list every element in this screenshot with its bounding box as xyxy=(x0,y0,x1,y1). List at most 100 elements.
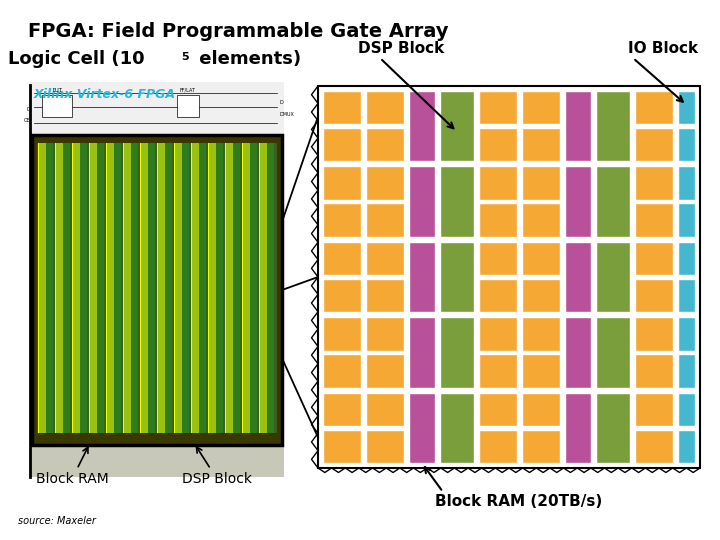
Bar xyxy=(140,143,141,433)
Bar xyxy=(678,430,696,463)
Bar xyxy=(678,128,696,161)
Bar xyxy=(366,317,404,350)
Bar xyxy=(148,143,156,433)
Bar xyxy=(323,91,361,124)
Bar xyxy=(42,95,72,117)
Bar xyxy=(564,242,591,312)
Bar xyxy=(140,143,148,433)
Bar xyxy=(479,317,517,350)
Bar xyxy=(408,317,435,388)
Text: Xilinx Virtex-6 FPGA: Xilinx Virtex-6 FPGA xyxy=(34,88,176,101)
Bar xyxy=(635,279,673,312)
Bar xyxy=(181,143,189,433)
Bar xyxy=(130,143,138,433)
Bar xyxy=(678,166,696,200)
Bar xyxy=(38,143,40,433)
Bar xyxy=(522,354,560,388)
Bar xyxy=(522,279,560,312)
Bar xyxy=(30,447,284,477)
Bar xyxy=(323,430,361,463)
Bar xyxy=(323,279,361,312)
Bar xyxy=(225,143,226,433)
Text: source: Maxeler: source: Maxeler xyxy=(18,516,96,526)
Bar xyxy=(89,143,91,433)
Bar xyxy=(191,143,199,433)
Bar xyxy=(678,354,696,388)
Bar xyxy=(366,279,404,312)
Bar xyxy=(635,430,673,463)
Bar xyxy=(96,143,104,433)
Bar xyxy=(366,354,404,388)
Text: FPGA: Field Programmable Gate Array: FPGA: Field Programmable Gate Array xyxy=(28,22,449,41)
Bar xyxy=(323,166,361,200)
Text: DSP Block: DSP Block xyxy=(358,41,444,56)
Text: CE: CE xyxy=(24,118,30,123)
Text: IO Block: IO Block xyxy=(628,41,698,56)
Bar xyxy=(596,166,631,237)
Bar xyxy=(259,143,266,433)
Bar xyxy=(366,204,404,237)
Bar xyxy=(123,143,130,433)
Bar xyxy=(106,143,107,433)
Text: D: D xyxy=(280,100,284,105)
Bar xyxy=(408,393,435,463)
Bar xyxy=(250,143,257,433)
Bar xyxy=(114,143,121,433)
Bar xyxy=(522,166,560,200)
Bar xyxy=(440,166,474,237)
Bar xyxy=(177,95,199,117)
Bar xyxy=(596,91,631,161)
Bar xyxy=(366,91,404,124)
Bar xyxy=(678,393,696,426)
Bar xyxy=(366,430,404,463)
Bar xyxy=(233,143,240,433)
Text: DMUX: DMUX xyxy=(280,112,295,118)
Bar xyxy=(174,143,181,433)
Bar xyxy=(63,143,71,433)
Bar xyxy=(323,128,361,161)
Bar xyxy=(479,91,517,124)
Bar xyxy=(678,317,696,350)
Bar xyxy=(479,279,517,312)
Bar xyxy=(596,317,631,388)
Text: Block RAM (20TB/s): Block RAM (20TB/s) xyxy=(435,494,602,509)
Bar xyxy=(37,143,277,433)
Bar xyxy=(440,317,474,388)
Bar xyxy=(635,354,673,388)
Bar xyxy=(199,143,207,433)
Bar xyxy=(596,242,631,312)
Bar xyxy=(72,143,73,433)
Bar xyxy=(89,143,96,433)
Bar xyxy=(55,143,56,433)
Bar xyxy=(242,143,250,433)
Bar xyxy=(479,393,517,426)
Bar xyxy=(678,279,696,312)
Bar xyxy=(479,204,517,237)
Bar xyxy=(242,143,243,433)
Bar xyxy=(32,135,282,445)
Bar xyxy=(635,393,673,426)
Bar xyxy=(323,393,361,426)
Bar xyxy=(479,430,517,463)
Bar xyxy=(440,242,474,312)
Text: DSP Block: DSP Block xyxy=(182,447,252,486)
Bar xyxy=(80,143,87,433)
Bar xyxy=(318,86,700,468)
Bar xyxy=(208,143,210,433)
Bar xyxy=(678,204,696,237)
Bar xyxy=(635,317,673,350)
Bar xyxy=(208,143,216,433)
Bar xyxy=(266,143,274,433)
Bar xyxy=(564,91,591,161)
Bar xyxy=(635,128,673,161)
Bar xyxy=(479,242,517,275)
Bar xyxy=(45,143,53,433)
Bar xyxy=(366,242,404,275)
Bar xyxy=(564,317,591,388)
Bar xyxy=(678,242,696,275)
Bar xyxy=(522,430,560,463)
Text: LUT: LUT xyxy=(52,88,62,93)
Bar xyxy=(30,82,284,137)
Bar xyxy=(157,143,165,433)
Bar xyxy=(323,354,361,388)
